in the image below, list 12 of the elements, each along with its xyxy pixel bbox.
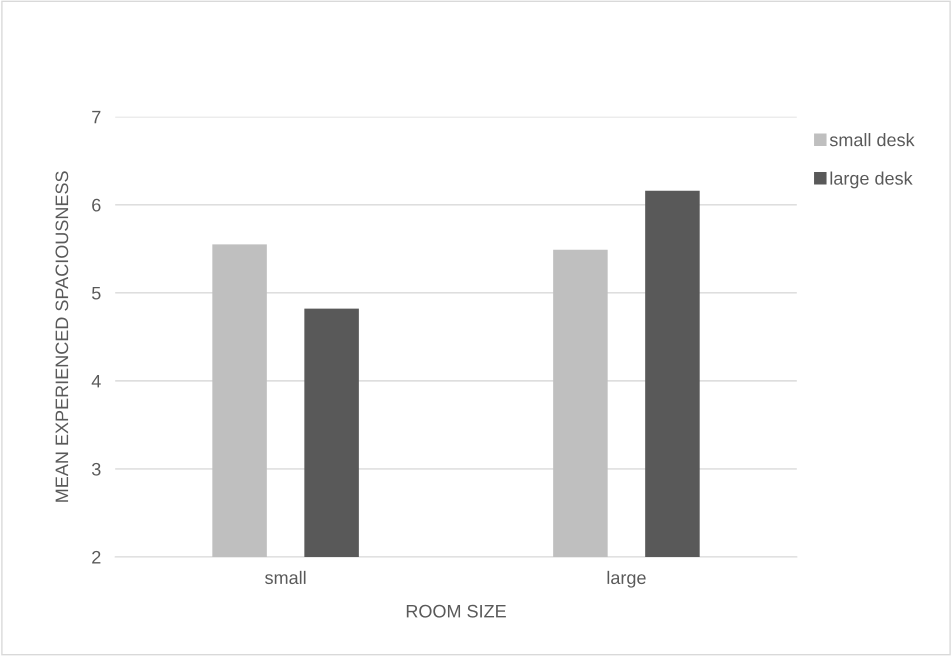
x-tick-label: large [608, 570, 646, 588]
legend-label: large desk [830, 172, 913, 188]
y-tick-label: 5 [92, 286, 101, 300]
y-tick-label: 4 [92, 374, 101, 388]
legend-label: small desk [830, 133, 915, 146]
y-tick-label: 2 [92, 550, 100, 564]
y-axis-title: MEAN EXPERIENCED SPACIOUSNESS [55, 171, 68, 502]
y-tick-label: 7 [92, 110, 100, 124]
x-axis-title: ROOM SIZE [406, 604, 506, 618]
y-tick-label: 6 [92, 198, 101, 212]
x-tick-label: small [265, 570, 306, 584]
y-tick-label: 3 [92, 462, 101, 476]
